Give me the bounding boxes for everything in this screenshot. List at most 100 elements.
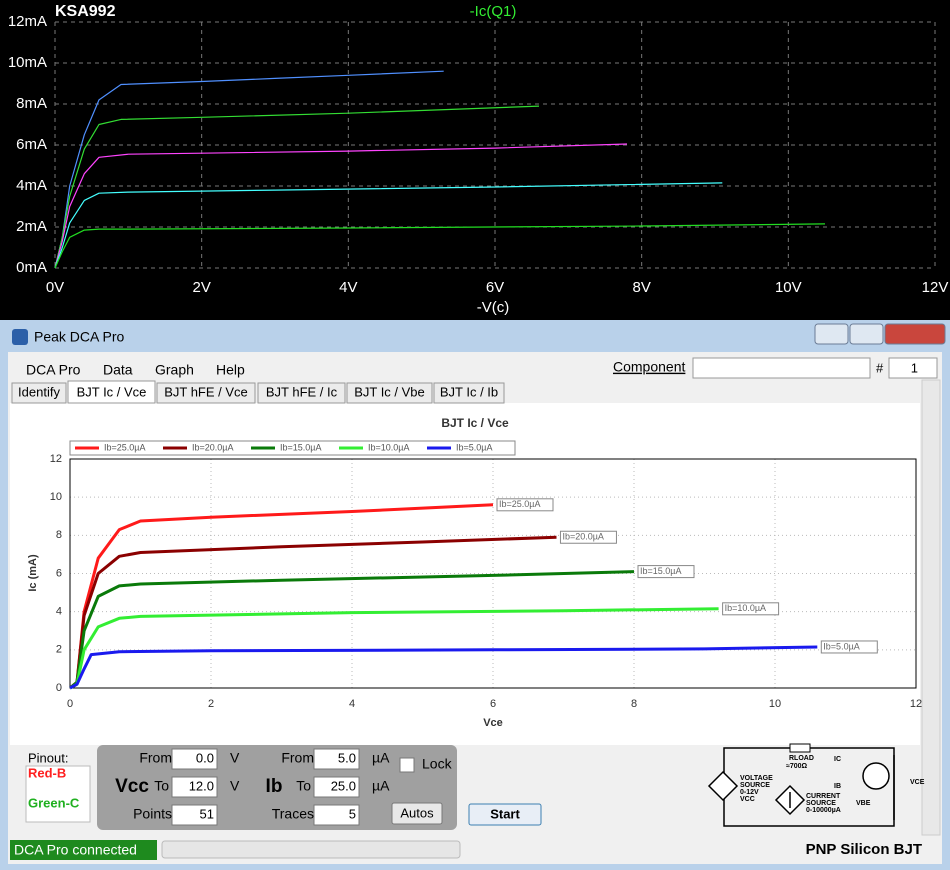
progress-bar [161,840,461,859]
y-tick-label: 4mA [16,177,47,194]
input-field[interactable] [313,804,360,826]
caption-button[interactable] [884,323,946,345]
circuit-text: SOURCE [806,800,836,807]
input-value: 25.0 [331,778,356,793]
input-field[interactable] [171,748,218,770]
circuit-text: IC [834,756,841,763]
tab[interactable] [67,380,156,404]
y-tick-label: 0 [56,682,62,694]
unit-label: µA [372,750,390,766]
caption-button[interactable] [849,323,884,345]
circuit-text: VOLTAGE [740,775,773,782]
circuit-text: IB [834,783,841,790]
tab-label[interactable]: BJT Ic / Vbe [354,384,425,399]
menu-item[interactable]: Help [216,362,245,378]
x-tick-label: 6 [490,698,496,710]
curve [54,105,540,269]
tab[interactable] [433,382,505,404]
tab-label[interactable]: Identify [18,384,60,399]
x-axis-label: -V(c) [477,299,510,316]
start-label[interactable]: Start [490,806,520,821]
tab[interactable] [156,382,256,404]
scrollbar [921,379,941,836]
menu-item[interactable]: Data [103,362,133,378]
curve-label: Ib=15.0µA [640,566,681,576]
circuit-text: VBE [856,800,871,807]
curve [54,70,444,269]
tab-label[interactable]: BJT hFE / Ic [266,384,338,399]
y-tick-label: 6mA [16,136,47,153]
y-tick-label: 6 [56,567,62,579]
input-field[interactable] [313,748,360,770]
pinout-label: Pinout: [28,750,68,765]
resistor [789,743,811,753]
autos-button[interactable] [391,802,443,825]
chart-title: KSA992 [55,3,116,20]
tab-label[interactable]: BJT hFE / Vce [164,384,248,399]
curve-label: Ib=20.0µA [562,532,603,542]
curve-label-box [496,498,554,512]
circuit-text: 0-10000µA [806,807,841,814]
tab-label[interactable]: BJT Ic / Ib [440,384,498,399]
x-tick-label: 8V [632,279,650,296]
x-tick-label: 4 [349,698,355,710]
curve-label-box [722,602,780,616]
pinout-list[interactable] [25,765,91,823]
voltage-source [707,770,739,802]
curve-label-box [820,640,878,654]
curve [54,143,628,269]
x-axis-label: Vce [483,717,503,729]
curve-label: Ib=10.0µA [725,603,766,613]
y-tick-label: 12mA [8,13,47,30]
component-label[interactable]: Component [613,359,685,375]
circuit-text: SOURCE [740,782,770,789]
lock-checkbox[interactable] [399,757,415,773]
y-tick-label: 10 [50,491,62,503]
component-number: 1 [911,360,918,375]
y-tick-label: 8 [56,529,62,541]
curve [69,607,719,690]
component-input[interactable] [692,357,871,379]
circuit-text: VCC [740,796,755,803]
menu-item[interactable]: DCA Pro [26,362,81,378]
curve-label-box [637,565,695,579]
legend-label: Ib=20.0µA [192,442,233,452]
number-input[interactable] [888,357,938,379]
caption-button[interactable] [814,323,849,345]
trace-label: -Ic(Q1) [470,3,517,20]
tab[interactable] [11,382,67,404]
curve [69,570,635,690]
input-field[interactable] [171,804,218,826]
plot-border [69,458,917,689]
spice-background [0,0,950,320]
y-tick-label: 0mA [16,259,47,276]
input-field[interactable] [313,776,360,798]
y-tick-label: 12 [50,453,62,465]
input-value: 51 [200,806,214,821]
autos-label[interactable]: Autos [400,805,434,820]
input-field[interactable] [171,776,218,798]
unit-label: µA [372,778,390,794]
transistor [862,762,890,790]
unit-label: V [230,750,240,766]
y-axis-label: Ic (mA) [27,554,39,592]
status-text: DCA Pro connected [14,842,137,858]
chart-title: BJT Ic / Vce [441,416,509,430]
tab[interactable] [257,382,346,404]
x-tick-label: 0V [46,279,64,296]
field-label: From [139,750,172,766]
tab-label[interactable]: BJT Ic / Vce [77,384,147,399]
x-tick-label: 2 [208,698,214,710]
y-tick-label: 4 [56,606,62,618]
x-tick-label: 10V [775,279,802,296]
menu-item[interactable]: Graph [155,362,194,378]
curve-label: Ib=5.0µA [823,641,859,651]
tab[interactable] [346,382,433,404]
curve-label: Ib=25.0µA [499,499,540,509]
start-button[interactable] [468,803,542,826]
legend [69,440,516,456]
x-tick-label: 4V [339,279,357,296]
circuit-text: CURRENT [806,793,841,800]
